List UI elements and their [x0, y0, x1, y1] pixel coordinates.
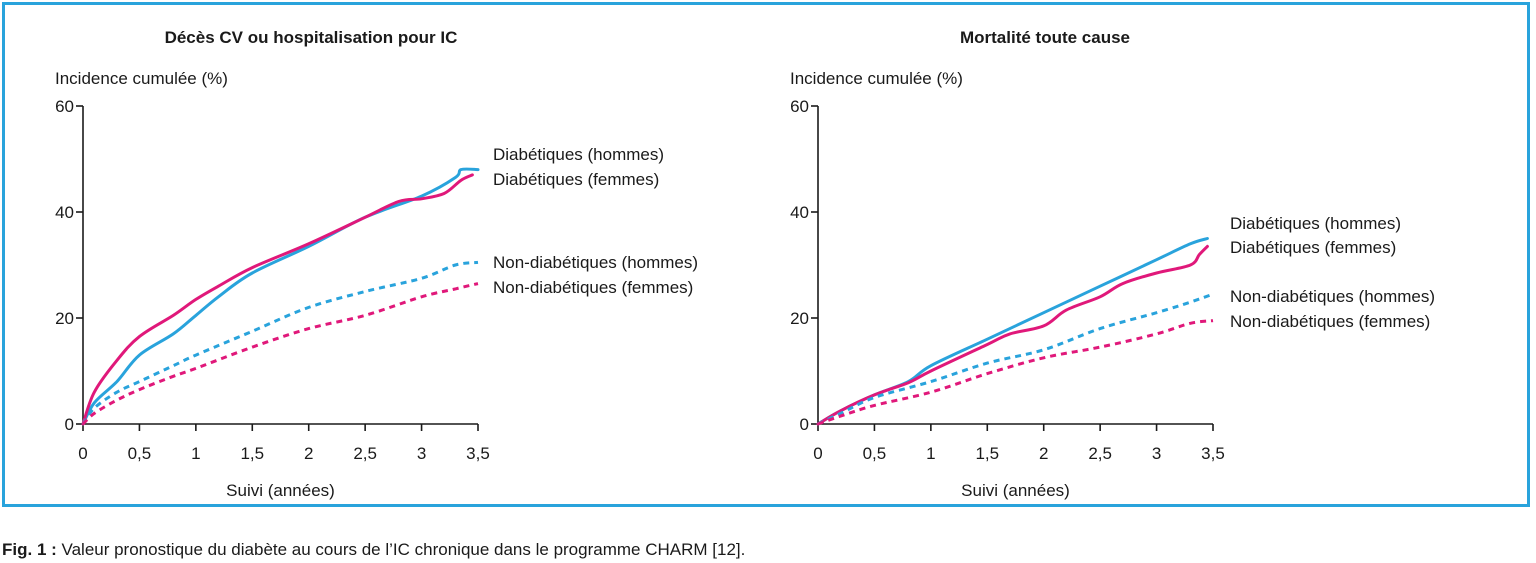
x-tick-label: 1,5 — [240, 444, 264, 463]
x-tick-label: 1,5 — [975, 444, 999, 463]
y-tick-label: 20 — [790, 309, 809, 328]
series-line-non-diabetiques-femmes — [817, 319, 1214, 426]
x-tick-label: 3 — [417, 444, 426, 463]
chart-title: Décès CV ou hospitalisation pour IC — [165, 28, 458, 47]
series-line-diabetiques-hommes — [81, 167, 480, 426]
series-label-non-diabetiques-femmes: Non-diabétiques (femmes) — [493, 278, 693, 297]
x-tick-label: 3,5 — [1201, 444, 1225, 463]
x-tick-label: 2 — [304, 444, 313, 463]
y-tick-label: 20 — [55, 309, 74, 328]
x-axis-label: Suivi (années) — [961, 481, 1070, 500]
series-line-non-diabetiques-femmes — [81, 282, 479, 426]
series-label-diabetiques-femmes: Diabétiques (femmes) — [493, 170, 659, 189]
chart-all-cause-mortality: Mortalité toute cause Incidence cumulée (… — [790, 28, 1435, 500]
series-label-non-diabetiques-hommes: Non-diabétiques (hommes) — [493, 253, 698, 272]
caption-text: Valeur pronostique du diabète au cours d… — [56, 540, 746, 559]
series-line-diabetiques-femmes — [816, 244, 1209, 426]
x-tick-label: 3 — [1152, 444, 1161, 463]
y-axis-label: Incidence cumulée (%) — [790, 69, 963, 88]
x-tick-label: 0 — [78, 444, 87, 463]
series-label-diabetiques-hommes: Diabétiques (hommes) — [1230, 214, 1401, 233]
x-tick-label: 0,5 — [863, 444, 887, 463]
y-tick-label: 40 — [55, 203, 74, 222]
chart-cv-death-hf-hospitalisation: Décès CV ou hospitalisation pour IC Incid… — [55, 28, 698, 500]
y-tick-label: 60 — [55, 97, 74, 116]
y-tick-label: 0 — [65, 415, 74, 434]
x-tick-label: 2,5 — [353, 444, 377, 463]
chart-title: Mortalité toute cause — [960, 28, 1130, 47]
y-tick-label: 40 — [790, 203, 809, 222]
figure-frame: Décès CV ou hospitalisation pour IC Incid… — [2, 2, 1530, 507]
y-axis-label: Incidence cumulée (%) — [55, 69, 228, 88]
series-line-non-diabetiques-hommes — [81, 260, 479, 425]
series-label-diabetiques-hommes: Diabétiques (hommes) — [493, 145, 664, 164]
x-tick-label: 2,5 — [1088, 444, 1112, 463]
series-line-diabetiques-femmes — [81, 173, 474, 426]
x-axis-label: Suivi (années) — [226, 481, 335, 500]
series-line-non-diabetiques-hommes — [817, 292, 1214, 426]
series-label-diabetiques-femmes: Diabétiques (femmes) — [1230, 238, 1396, 257]
x-tick-label: 1 — [191, 444, 200, 463]
y-tick-label: 60 — [790, 97, 809, 116]
x-tick-label: 0 — [813, 444, 822, 463]
series-label-non-diabetiques-hommes: Non-diabétiques (hommes) — [1230, 287, 1435, 306]
figure-caption: Fig. 1 : Valeur pronostique du diabète a… — [2, 540, 745, 560]
x-tick-label: 2 — [1039, 444, 1048, 463]
caption-label: Fig. 1 : — [2, 540, 57, 559]
series-label-non-diabetiques-femmes: Non-diabétiques (femmes) — [1230, 312, 1430, 331]
x-tick-label: 3,5 — [466, 444, 490, 463]
series-line-diabetiques-hommes — [816, 237, 1209, 426]
y-tick-label: 0 — [800, 415, 809, 434]
x-tick-label: 1 — [926, 444, 935, 463]
x-tick-label: 0,5 — [128, 444, 152, 463]
